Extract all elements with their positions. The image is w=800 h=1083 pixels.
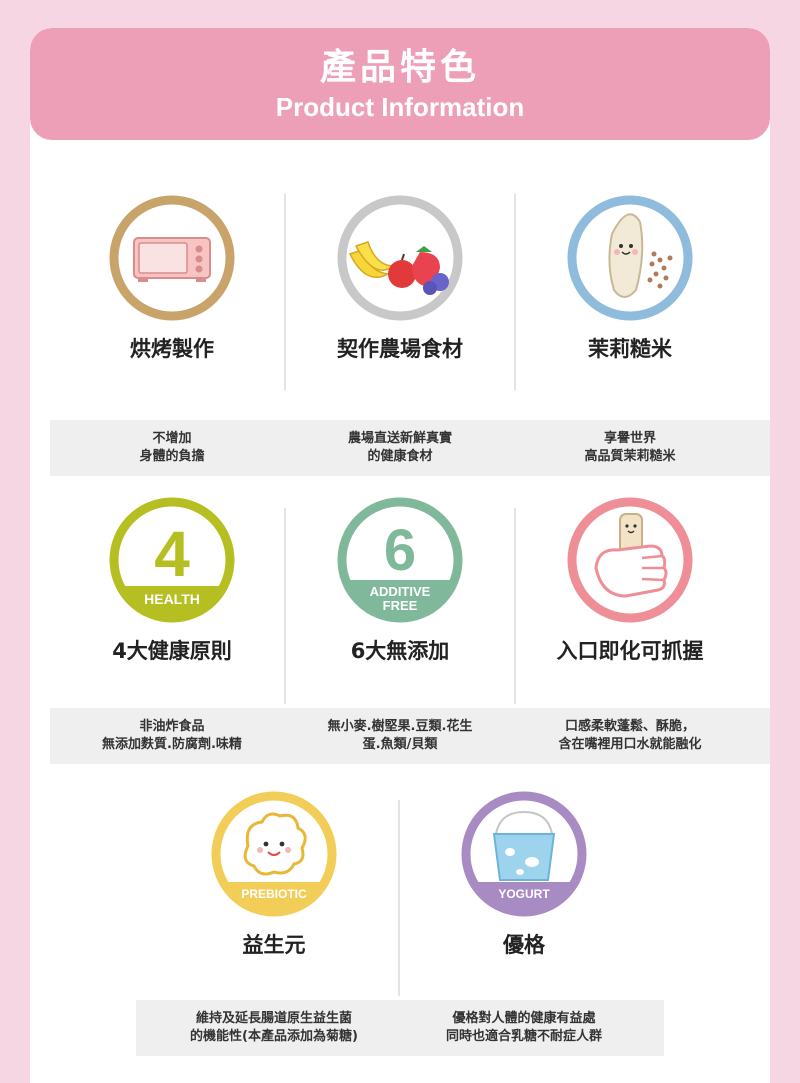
feature-title: 6大無添加: [350, 639, 450, 663]
feature-desc: 無小麥.樹堅果.豆類.花生 蛋.魚類/貝類: [327, 719, 473, 752]
divider: [514, 194, 516, 390]
product-info-card: 產品特色 Product Information 烘烤製作: [30, 28, 770, 1083]
fruit-icon: [337, 195, 463, 321]
header-title-zh: 產品特色: [319, 47, 480, 88]
feature-farm-ingredients: 契作農場食材: [286, 194, 514, 364]
feature-yogurt: YOGURT 優格: [410, 790, 638, 960]
divider: [514, 508, 516, 704]
feature-prebiotic: PREBIOTIC 益生元: [160, 790, 388, 960]
header-title-en: Product Information: [275, 92, 525, 122]
feature-title: 契作農場食材: [337, 337, 463, 361]
feature-title: 入口即化可抓握: [556, 639, 704, 663]
feature-desc: 不增加 身體的負擔: [139, 431, 205, 464]
health-4-icon: 4 HEALTH: [109, 497, 235, 623]
feature-easy-grip: 入口即化可抓握: [516, 496, 744, 666]
feature-desc: 非油炸食品 無添加麩質.防腐劑.味精: [102, 719, 242, 752]
feature-row-1: 烘烤製作 契作農場食材: [30, 194, 770, 476]
svg-text:FREE: FREE: [383, 598, 418, 613]
prebiotic-icon: PREBIOTIC: [211, 791, 337, 917]
feature-title: 茉莉糙米: [588, 337, 672, 361]
desc-bar: [50, 420, 770, 476]
feature-row-3: PREBIOTIC 益生元 YOGURT 優格 維持及延長腸道原生益生菌 的機能…: [30, 790, 770, 1056]
desc-bar: [136, 1000, 664, 1056]
additive-free-6-icon: 6 ADDITIVE FREE: [337, 497, 463, 623]
oven-icon: [109, 195, 235, 321]
feature-baking: 烘烤製作: [58, 194, 286, 364]
feature-desc: 維持及延長腸道原生益生菌 的機能性(本產品添加為菊糖): [190, 1011, 358, 1044]
svg-text:6: 6: [384, 518, 416, 583]
feature-desc: 口感柔軟蓬鬆、酥脆， 含在嘴裡用口水就能融化: [558, 719, 702, 752]
feature-additive-free: 6 ADDITIVE FREE 6大無添加: [286, 496, 514, 666]
svg-text:PREBIOTIC: PREBIOTIC: [241, 887, 307, 901]
hand-grip-icon: [567, 497, 693, 623]
feature-title: 益生元: [242, 933, 306, 957]
header-banner: 產品特色 Product Information: [30, 28, 770, 140]
feature-desc: 享譽世界 高品質茉莉糙米: [584, 431, 676, 464]
svg-text:ADDITIVE: ADDITIVE: [370, 584, 431, 599]
svg-text:YOGURT: YOGURT: [498, 887, 550, 901]
divider: [284, 194, 286, 390]
divider: [398, 800, 400, 996]
feature-row-2: 4 HEALTH 4大健康原則 6 ADDITIVE FREE 6大無添加: [30, 496, 770, 764]
desc-bar: [50, 708, 770, 764]
feature-desc: 優格對人體的健康有益處 同時也適合乳糖不耐症人群: [445, 1011, 602, 1044]
feature-health-principles: 4 HEALTH 4大健康原則: [58, 496, 286, 666]
svg-text:4: 4: [154, 518, 190, 590]
feature-title: 4大健康原則: [112, 639, 232, 663]
divider: [284, 508, 286, 704]
feature-desc: 農場直送新鮮真實 的健康食材: [347, 431, 452, 464]
feature-title: 烘烤製作: [130, 337, 214, 361]
feature-title: 優格: [503, 933, 545, 957]
feature-jasmine-rice: 茉莉糙米: [516, 194, 744, 364]
rice-icon: [567, 195, 693, 321]
svg-text:HEALTH: HEALTH: [144, 591, 200, 607]
yogurt-icon: YOGURT: [461, 791, 587, 917]
